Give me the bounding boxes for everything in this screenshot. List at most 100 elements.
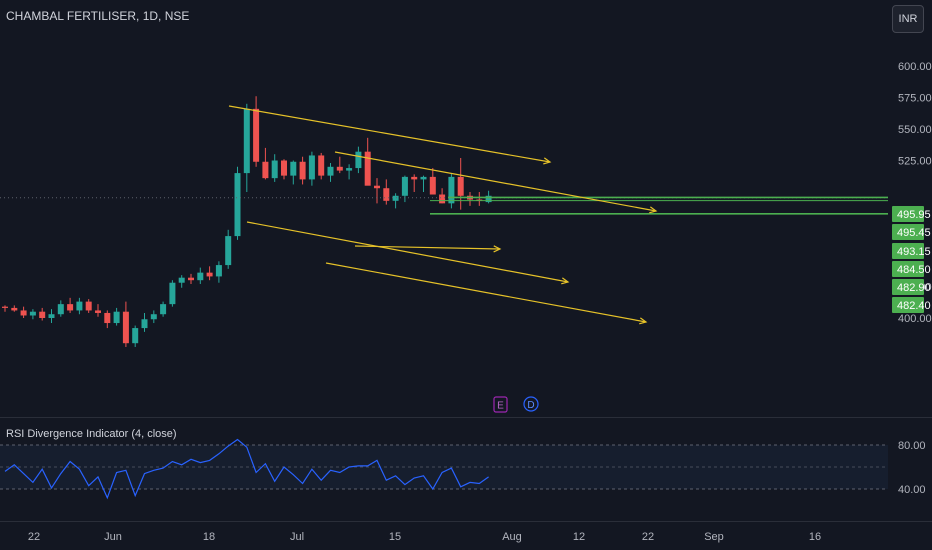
- candle-body: [253, 108, 260, 162]
- x-tick-label: Aug: [502, 531, 522, 543]
- candle-body: [383, 188, 390, 201]
- price-tag: 484.50: [892, 261, 931, 277]
- candle: [429, 168, 436, 195]
- candle-body: [420, 176, 427, 180]
- y-tick-label: 575.00: [898, 93, 932, 105]
- candle-body: [197, 272, 204, 281]
- trend-arrow-head: [649, 206, 658, 214]
- candle: [206, 266, 213, 281]
- candle: [178, 275, 185, 288]
- rsi-tick-label: 40.00: [898, 484, 926, 496]
- candle-body: [29, 311, 36, 316]
- candle: [95, 304, 101, 317]
- candle: [355, 146, 362, 174]
- candle: [281, 159, 287, 180]
- x-tick-label: Sep: [704, 531, 724, 543]
- candle-body: [364, 151, 371, 186]
- candle: [169, 280, 176, 307]
- candle: [448, 173, 455, 209]
- x-tick-label: 22: [642, 531, 654, 543]
- candle: [476, 192, 483, 206]
- candle: [48, 309, 55, 324]
- trend-line-segment: [354, 245, 501, 250]
- trend-line: [246, 221, 570, 285]
- price-tag-bg: [892, 279, 924, 295]
- candle: [308, 151, 315, 186]
- x-tick-label: Jun: [104, 531, 122, 543]
- candle: [467, 192, 473, 206]
- candle: [327, 163, 334, 182]
- symbol-title: CHAMBAL FERTILISER, 1D, NSE: [6, 9, 190, 23]
- trend-line-segment: [228, 105, 551, 163]
- y-tick-label: 550.00: [898, 124, 932, 136]
- candle-body: [67, 304, 74, 311]
- candle-body: [355, 151, 362, 169]
- candle: [57, 300, 64, 317]
- candle-body: [141, 319, 148, 329]
- candle-body: [346, 168, 353, 171]
- candle-body: [122, 311, 129, 344]
- trend-line-segment: [325, 262, 647, 323]
- candle-body: [160, 304, 167, 315]
- candle: [104, 310, 111, 329]
- x-tick-label: 22: [28, 531, 40, 543]
- x-tick-label: Jul: [290, 531, 304, 543]
- candle-body: [234, 173, 241, 237]
- trend-line: [325, 262, 648, 325]
- candle-body: [411, 176, 418, 180]
- dividend-marker-label: D: [527, 400, 534, 411]
- candle-body: [336, 166, 343, 171]
- candle: [141, 312, 148, 332]
- candle: [457, 157, 464, 210]
- candle: [318, 152, 325, 180]
- candle-body: [374, 185, 380, 189]
- candle: [225, 229, 232, 269]
- candle-body: [308, 155, 315, 180]
- rsi-indicator-title[interactable]: RSI Divergence Indicator (4, close): [6, 428, 177, 440]
- candle: [39, 307, 46, 321]
- x-tick-label: 15: [389, 531, 401, 543]
- dividend-marker: D: [523, 396, 539, 412]
- candle-body: [85, 301, 92, 311]
- x-tick-label: 18: [203, 531, 215, 543]
- earnings-marker-label: E: [497, 401, 504, 412]
- candle: [20, 306, 27, 318]
- candle-body: [281, 160, 287, 176]
- candle: [113, 307, 120, 326]
- candle-body: [485, 195, 492, 203]
- price-tag: 493.15: [892, 243, 931, 259]
- candle-body: [271, 160, 278, 179]
- candle-body: [20, 310, 27, 316]
- trend-line: [354, 245, 502, 253]
- candle-body: [439, 194, 446, 204]
- candle: [411, 174, 418, 192]
- price-tag: 482.90: [892, 279, 931, 295]
- price-tag-bg: [892, 297, 924, 313]
- candle-body: [150, 314, 157, 320]
- candle: [374, 178, 380, 204]
- price-tag-label: 493.15: [897, 246, 931, 258]
- candle: [299, 156, 306, 185]
- candle: [420, 175, 427, 192]
- candle: [383, 179, 390, 205]
- candle: [271, 154, 278, 182]
- trend-line-segment: [334, 151, 657, 212]
- candle-body: [262, 161, 269, 179]
- candle-body: [327, 166, 334, 176]
- price-tag-label: 482.40: [897, 300, 931, 312]
- currency-button[interactable]: INR: [892, 5, 924, 33]
- trend-arrow-head: [561, 277, 570, 285]
- x-tick-label: 16: [809, 531, 821, 543]
- price-tag-bg: [892, 224, 924, 240]
- earnings-marker: E: [493, 396, 508, 413]
- candle: [11, 305, 18, 312]
- rsi-line: [4, 438, 489, 500]
- candle-body: [11, 307, 18, 311]
- price-tag: 495.95: [892, 206, 931, 222]
- candle-body: [2, 306, 8, 308]
- candle: [29, 309, 36, 320]
- candle-body: [243, 108, 250, 174]
- candle: [132, 325, 139, 347]
- candle: [392, 193, 399, 209]
